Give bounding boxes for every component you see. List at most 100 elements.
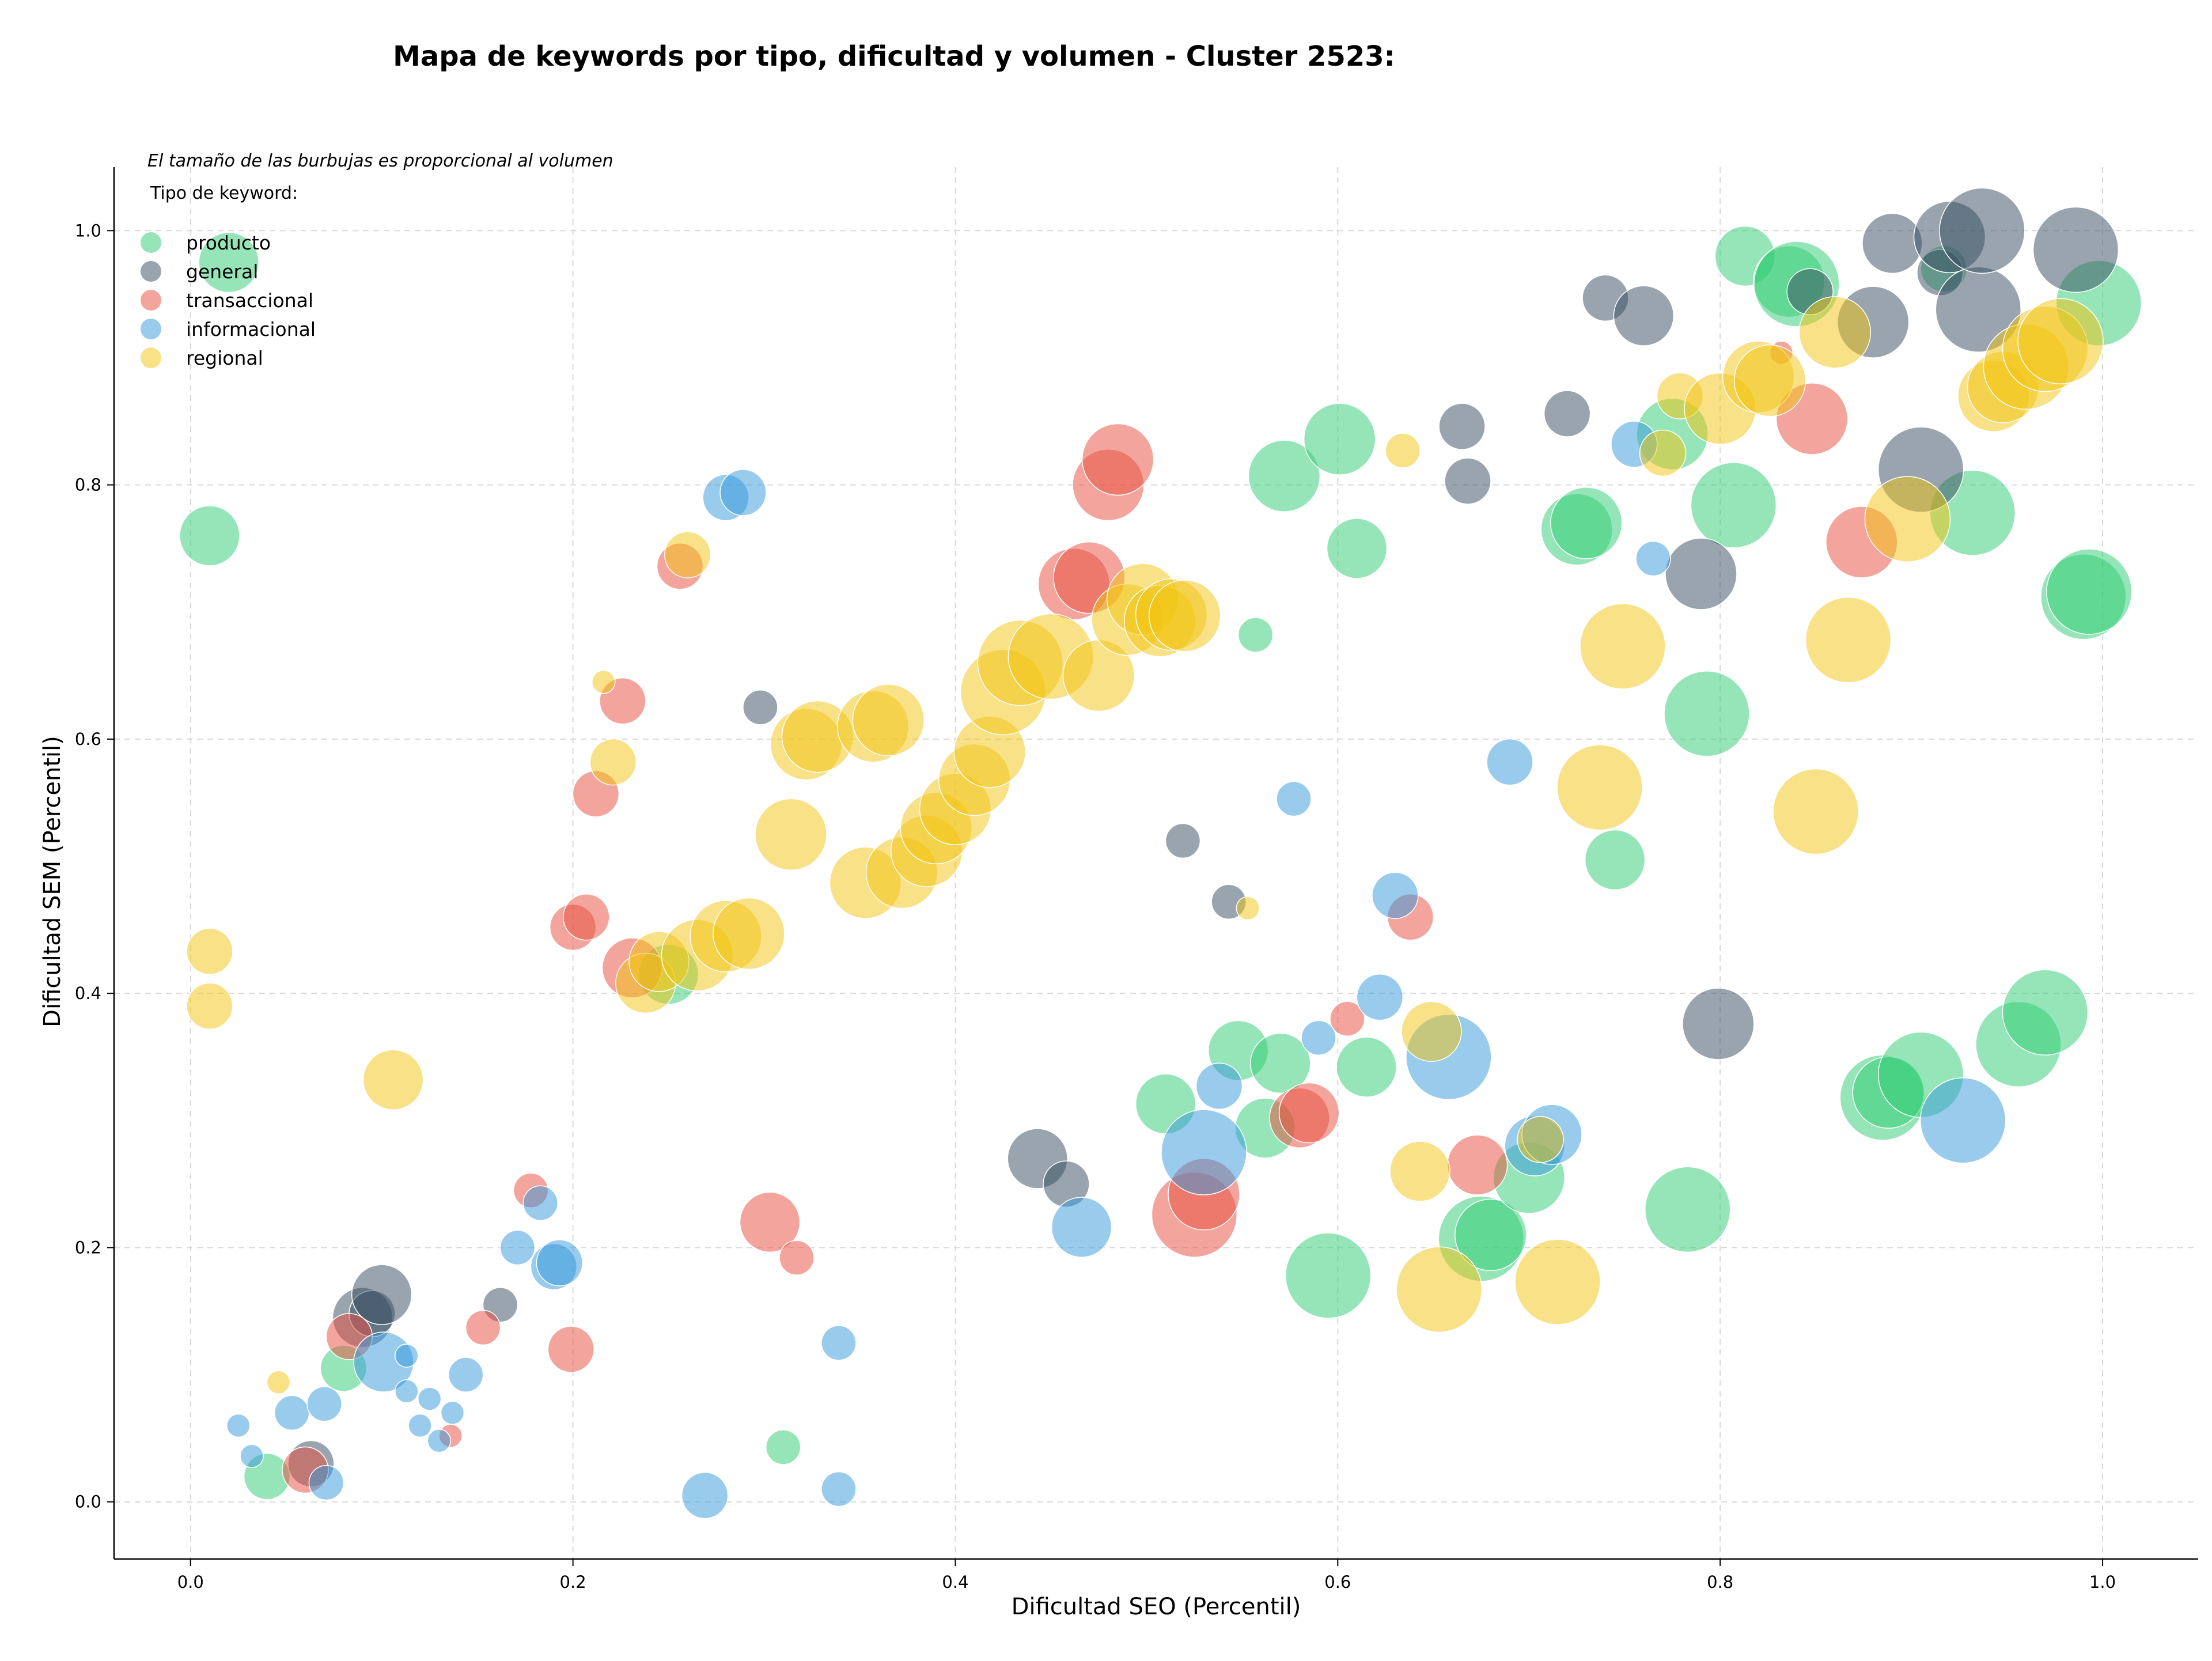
bubble-producto — [2002, 969, 2089, 1056]
legend-marker — [141, 290, 161, 311]
bubble-regional — [1639, 429, 1687, 477]
axis-ticks: 0.0 0.2 0.4 0.6 0.8 1.0 0.0 0.2 0.4 0.6 0.8 1.0 — [75, 221, 2116, 1592]
x-tick-label: 0.6 — [1324, 1572, 1351, 1592]
bubble-informacional — [226, 1413, 251, 1438]
bubble-regional — [852, 684, 925, 756]
legend-item-producto: producto — [141, 232, 271, 254]
y-tick-label: 0.2 — [75, 1238, 101, 1257]
bubble-regional — [664, 531, 711, 578]
bubble-regional — [1401, 1001, 1462, 1062]
bubble-producto — [1336, 1036, 1397, 1098]
bubble-transaccional — [739, 1191, 801, 1253]
bubble-transaccional — [1446, 1134, 1508, 1195]
bubble-informacional — [499, 1229, 536, 1266]
bubble-transaccional — [465, 1310, 501, 1346]
x-tick-label: 0.2 — [560, 1572, 586, 1592]
bubble-producto — [1645, 1166, 1731, 1253]
series-informacional — [226, 421, 2006, 1519]
y-tick-label: 0.8 — [75, 475, 101, 495]
bubble-informacional — [1051, 1197, 1112, 1258]
bubble-informacional — [306, 1386, 342, 1422]
grid — [114, 167, 2198, 1559]
bubble-producto — [765, 1429, 801, 1465]
legend-marker — [141, 347, 161, 368]
bubble-informacional — [417, 1387, 442, 1411]
bubble-regional — [1389, 1141, 1450, 1202]
bubble-producto — [1285, 1232, 1372, 1319]
bubble-informacional — [1276, 781, 1312, 817]
bubble-regional — [1556, 744, 1643, 831]
bubble-informacional — [821, 1325, 857, 1361]
bubble-informacional — [240, 1444, 264, 1469]
legend-item-informacional: informacional — [141, 318, 316, 340]
bubble-general — [2032, 206, 2119, 293]
legend: Tipo de keyword: producto general transacc… — [141, 183, 316, 369]
bubble-informacional — [1372, 872, 1419, 920]
bubble-informacional — [427, 1429, 452, 1453]
bubble-regional — [1772, 768, 1859, 855]
y-axis-label: Dificultad SEM (Percentil) — [39, 736, 66, 1027]
y-tick-label: 0.0 — [75, 1492, 101, 1512]
bubble-informacional — [408, 1413, 432, 1438]
bubble-general — [1165, 823, 1201, 859]
x-axis-label: Dificultad SEO (Percentil) — [1012, 1594, 1301, 1620]
bubble-producto — [1237, 617, 1274, 653]
bubble-regional — [591, 669, 616, 694]
bubble-producto — [1250, 1032, 1311, 1094]
bubble-transaccional — [547, 1326, 595, 1373]
bubble-producto — [1664, 670, 1750, 757]
legend-title: Tipo de keyword: — [150, 183, 298, 203]
bubble-regional — [1385, 433, 1421, 468]
bubble-regional — [1805, 597, 1892, 683]
bubble-informacional — [1161, 1109, 1247, 1195]
bubble-producto — [1550, 487, 1623, 559]
bubble-regional — [1396, 1246, 1483, 1333]
legend-label: regional — [186, 347, 263, 369]
y-tick-label: 0.6 — [75, 729, 101, 749]
legend-marker — [141, 319, 161, 339]
bubble-regional — [1580, 603, 1666, 690]
bubble-producto — [1303, 403, 1376, 475]
bubble-regional — [1733, 344, 1806, 417]
bubble-regional — [2017, 298, 2104, 385]
legend-marker — [141, 232, 161, 253]
legend-item-regional: regional — [141, 347, 263, 369]
bubble-informacional — [1635, 540, 1671, 577]
series-regional — [186, 296, 2104, 1395]
bubble-regional — [266, 1370, 291, 1395]
legend-label: informacional — [186, 318, 316, 340]
bubble-regional — [589, 738, 637, 786]
bubble-general — [1438, 403, 1486, 450]
bubble-regional — [755, 798, 827, 871]
bubble-informacional — [719, 469, 767, 516]
bubble-general — [1682, 987, 1755, 1060]
bubble-transaccional — [779, 1240, 815, 1276]
bubble-transaccional — [1278, 1082, 1340, 1144]
bubble-informacional — [536, 1239, 584, 1287]
bubble-informacional — [440, 1401, 465, 1425]
bubble-producto — [179, 505, 240, 566]
bubble-general — [1862, 213, 1923, 274]
bubble-general — [1939, 187, 2025, 274]
chart-title: Mapa de keywords por tipo, dificultad y … — [393, 40, 1395, 73]
bubble-producto — [1248, 440, 1321, 512]
bubble-producto — [1584, 829, 1646, 891]
bubble-producto — [1690, 462, 1777, 548]
bubble-informacional — [821, 1471, 857, 1507]
bubble-informacional — [1301, 1020, 1336, 1056]
bubble-general — [1613, 285, 1675, 346]
x-tick-label: 1.0 — [2089, 1572, 2116, 1592]
x-tick-label: 0.0 — [177, 1572, 204, 1592]
bubble-informacional — [522, 1185, 558, 1221]
bubble-regional — [1798, 296, 1872, 369]
bubble-size-note: El tamaño de las burbujas es proporciona… — [147, 151, 613, 171]
bubble-informacional — [1919, 1077, 2006, 1164]
bubble-informacional — [274, 1395, 310, 1431]
legend-label: general — [186, 260, 258, 283]
bubble-informacional — [1195, 1062, 1243, 1110]
bubble-producto — [198, 232, 259, 293]
x-tick-label: 0.4 — [942, 1572, 968, 1592]
bubble-producto — [1326, 518, 1388, 579]
y-tick-label: 0.4 — [75, 983, 101, 1003]
